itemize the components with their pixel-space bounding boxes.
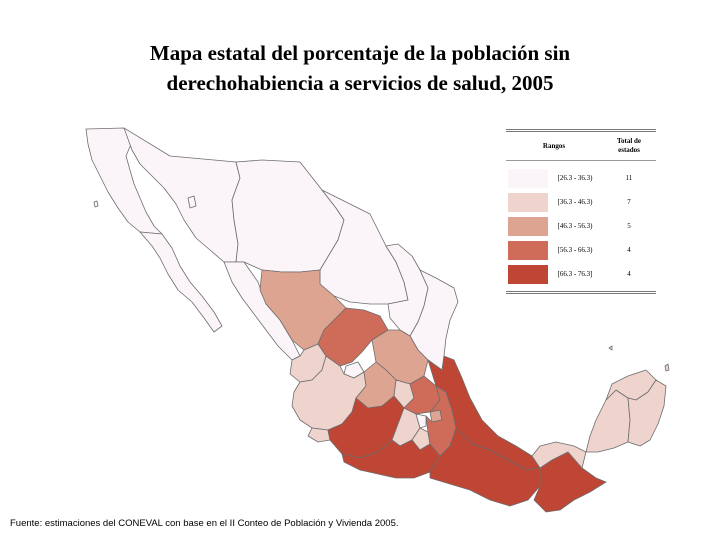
island-cozumel (664, 363, 670, 372)
legend-swatch (508, 264, 548, 284)
legend-count: 7 (627, 198, 631, 206)
state-coahuila (319, 189, 409, 305)
legend-count: 4 (627, 270, 631, 278)
legend-range: [46.3 - 56.3) (557, 222, 593, 230)
legend-row: [46.3 - 56.3) 5 (506, 214, 656, 238)
legend-swatch (508, 168, 548, 188)
legend-row: [56.3 - 66.3) 4 (506, 238, 656, 262)
state-baja-california (85, 127, 163, 235)
legend-range: [36.3 - 46.3) (557, 198, 593, 206)
legend-swatch (508, 192, 548, 212)
legend-swatch (508, 240, 548, 260)
title-line-1: Mapa estatal del porcentaje de la poblac… (149, 41, 571, 65)
state-chihuahua (231, 159, 345, 273)
legend-header-total-line-1: Total de (616, 137, 642, 145)
legend-count: 4 (627, 246, 631, 254)
island-tiburon (187, 195, 197, 209)
state-distrito-federal (415, 413, 427, 429)
state-quintana-roo (627, 379, 667, 447)
map-title: Mapa estatal del porcentaje de la poblac… (60, 38, 660, 98)
map-legend: Rangos Total de estados [26.3 - 36.3) 11… (506, 129, 656, 294)
legend-row: [26.3 - 36.3) 11 (506, 166, 656, 190)
legend-row: [66.3 - 76.3] 4 (506, 262, 656, 286)
source-footnote: Fuente: estimaciones del CONEVAL con bas… (10, 518, 399, 529)
state-colima (307, 427, 331, 443)
state-tabasco (531, 441, 587, 469)
legend-header: Rangos Total de estados (506, 132, 656, 161)
legend-header-ranges: Rangos (542, 142, 566, 150)
legend-swatch (508, 216, 548, 236)
legend-count: 11 (625, 174, 633, 182)
legend-row: [36.3 - 46.3) 7 (506, 190, 656, 214)
state-baja-california-sur (139, 231, 223, 333)
state-guerrero (341, 439, 441, 479)
island-revillagigedo (608, 345, 613, 351)
state-zacatecas (317, 307, 389, 367)
title-line-2: derechohabiencia a servicios de salud, 2… (166, 71, 554, 95)
legend-header-total-line-2: estados (618, 146, 640, 154)
legend-header-total: Total de estados (602, 137, 656, 155)
island-guadalupe (93, 200, 99, 208)
legend-range: [56.3 - 66.3) (557, 246, 593, 254)
state-campeche (585, 389, 631, 453)
legend-count: 5 (627, 222, 631, 230)
state-sonora (123, 127, 241, 263)
legend-range: [66.3 - 76.3] (557, 270, 593, 278)
legend-range: [26.3 - 36.3) (557, 174, 593, 182)
